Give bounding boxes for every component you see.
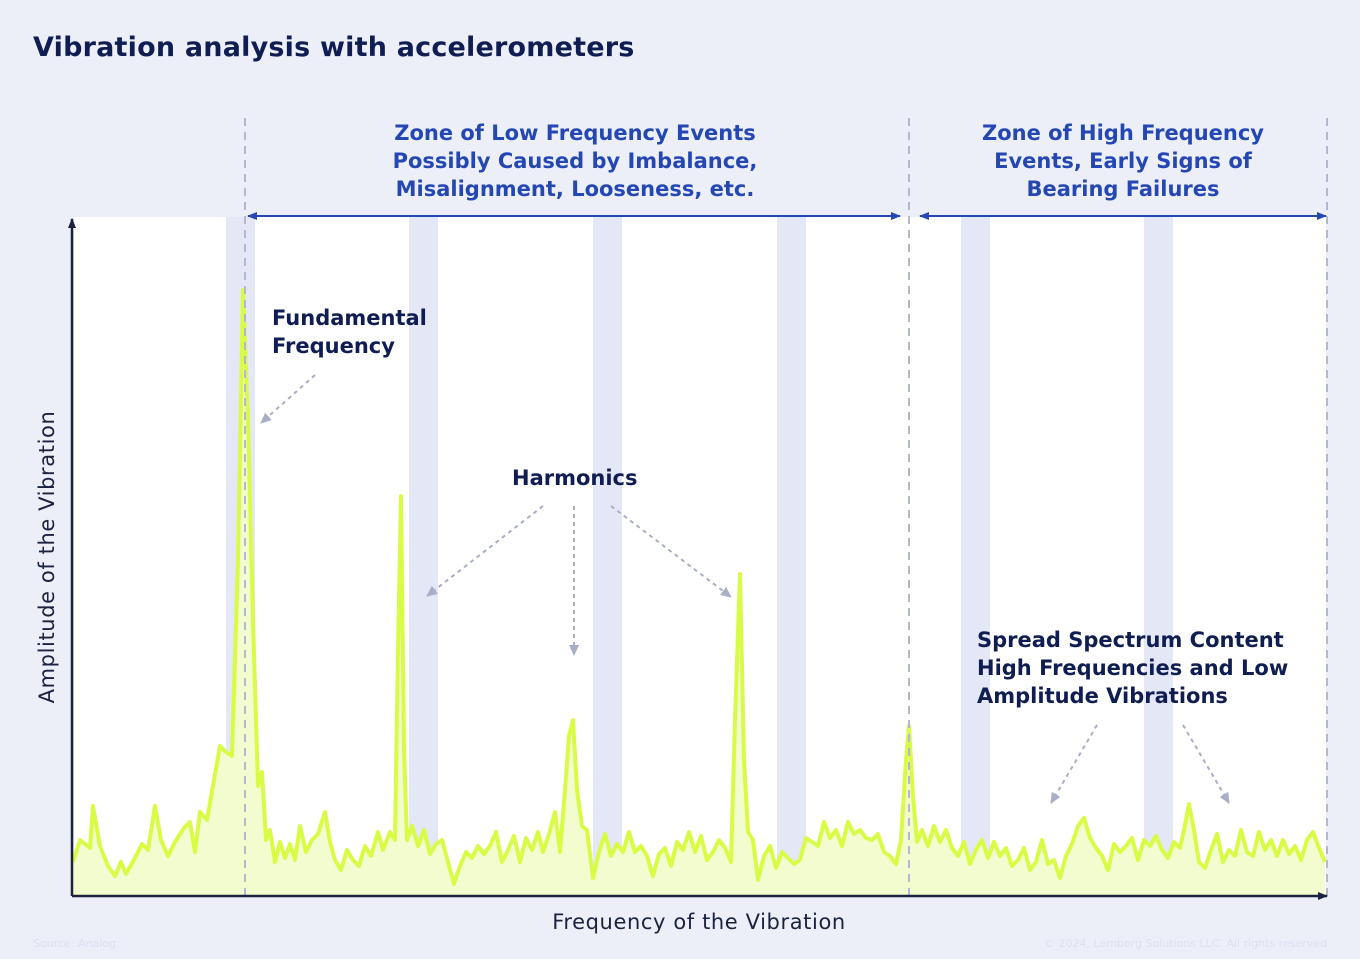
high-zone-line-1: Zone of High Frequency — [981, 121, 1264, 145]
spread-line-1: Spread Spectrum Content — [977, 628, 1284, 652]
harmonics-label: Harmonics — [512, 464, 638, 492]
band — [409, 217, 438, 896]
zone-dividers — [244, 118, 1328, 896]
low-zone-line-2: Possibly Caused by Imbalance, — [392, 149, 758, 173]
signal-line — [71, 288, 1327, 886]
page-title: Vibration analysis with accelerometers — [33, 32, 635, 63]
low-frequency-zone-label: Zone of Low Frequency Events Possibly Ca… — [350, 119, 800, 203]
harmonics-text: Harmonics — [512, 466, 638, 490]
background-bands — [226, 217, 1173, 896]
source-note: Source: Analog — [33, 937, 116, 950]
fundamental-frequency-label: Fundamental Frequency — [272, 304, 427, 360]
fundamental-line-1: Fundamental — [272, 306, 427, 330]
band — [777, 217, 806, 896]
band — [1144, 217, 1173, 896]
copyright-note: © 2024, Lemberg Solutions LLC. All right… — [1044, 937, 1327, 950]
fundamental-line-2: Frequency — [272, 334, 395, 358]
x-axis-label: Frequency of the Vibration — [552, 910, 846, 934]
spread-pointer-1 — [1050, 724, 1098, 804]
spread-pointer-2 — [1182, 724, 1230, 804]
high-zone-line-2: Events, Early Signs of — [994, 149, 1252, 173]
annotation-pointers — [260, 374, 1230, 804]
high-zone-line-3: Bearing Failures — [1026, 177, 1220, 201]
y-axis-label: Amplitude of the Vibration — [35, 410, 59, 704]
spread-line-2: High Frequencies and Low — [977, 656, 1289, 680]
band — [593, 217, 622, 896]
spread-spectrum-label: Spread Spectrum Content High Frequencies… — [977, 626, 1288, 710]
band — [961, 217, 990, 896]
high-frequency-zone-label: Zone of High Frequency Events, Early Sig… — [958, 119, 1288, 203]
low-zone-line-3: Misalignment, Looseness, etc. — [395, 177, 755, 201]
spread-line-3: Amplitude Vibrations — [977, 684, 1228, 708]
harmonic-pointer-1 — [426, 505, 544, 597]
low-zone-line-1: Zone of Low Frequency Events — [394, 121, 756, 145]
plot-panel — [74, 217, 1326, 896]
harmonic-pointer-3 — [610, 505, 732, 598]
